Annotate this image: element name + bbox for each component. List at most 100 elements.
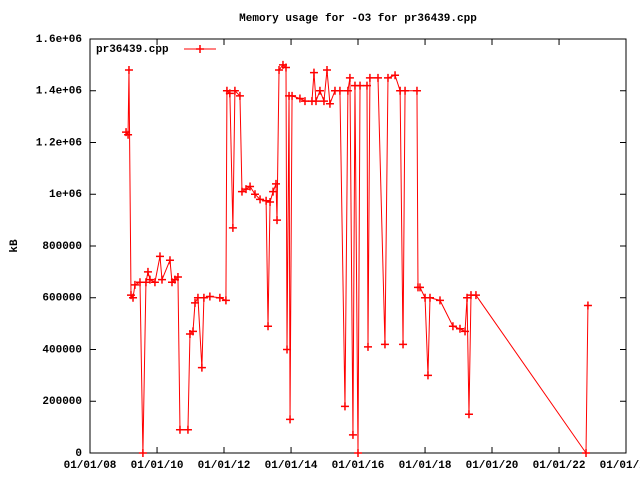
point-marker	[155, 252, 164, 261]
point-marker	[283, 345, 292, 354]
point-marker	[262, 196, 271, 205]
point-marker	[362, 81, 371, 90]
legend-marker	[196, 45, 204, 53]
point-marker	[282, 63, 291, 72]
point-marker	[230, 86, 239, 95]
point-marker	[143, 267, 152, 276]
point-marker	[340, 402, 349, 411]
point-marker	[157, 275, 166, 284]
point-marker	[363, 342, 372, 351]
y-tick-label: 1.2e+06	[36, 137, 82, 149]
point-marker	[399, 340, 408, 349]
point-marker	[325, 99, 334, 108]
point-marker	[365, 73, 374, 82]
point-marker	[275, 66, 284, 75]
point-marker	[273, 216, 282, 225]
point-marker	[295, 94, 304, 103]
y-tick-label: 1e+06	[49, 189, 82, 201]
x-tick-label: 01/01/10	[131, 460, 184, 472]
point-marker	[425, 293, 434, 302]
point-marker	[256, 195, 265, 204]
point-marker	[286, 415, 295, 424]
y-tick-label: 600000	[42, 293, 82, 305]
point-marker	[173, 273, 182, 282]
point-marker	[391, 71, 400, 80]
point-marker	[380, 340, 389, 349]
point-marker	[150, 278, 159, 287]
point-marker	[423, 371, 432, 380]
point-marker	[335, 86, 344, 95]
point-marker	[215, 293, 224, 302]
point-marker	[130, 280, 139, 289]
point-marker	[315, 86, 324, 95]
y-tick-label: 400000	[42, 344, 82, 356]
x-tick-label: 01/01/22	[533, 460, 586, 472]
point-marker	[322, 66, 331, 75]
point-marker	[311, 97, 320, 106]
point-marker	[461, 327, 470, 336]
y-tick-label: 1.6e+06	[36, 34, 82, 46]
point-marker	[175, 425, 184, 434]
point-marker	[138, 449, 147, 457]
point-marker	[309, 68, 318, 77]
point-marker	[266, 198, 275, 207]
x-tick-label: 01/01/12	[198, 460, 251, 472]
point-marker	[141, 278, 150, 287]
point-marker	[264, 322, 273, 331]
x-tick-label: 01/01/24	[600, 460, 640, 472]
y-tick-label: 200000	[42, 396, 82, 408]
point-marker	[124, 130, 133, 139]
point-marker	[221, 296, 230, 305]
point-marker	[205, 292, 214, 301]
point-marker	[373, 73, 382, 82]
point-marker	[251, 190, 260, 199]
point-marker	[235, 91, 244, 100]
point-marker	[356, 81, 365, 90]
x-tick-label: 01/01/08	[64, 460, 117, 472]
point-marker	[188, 327, 197, 336]
point-marker	[237, 187, 246, 196]
point-marker	[129, 293, 138, 302]
point-marker	[401, 86, 410, 95]
point-marker	[225, 89, 234, 98]
point-marker	[228, 223, 237, 232]
point-marker	[197, 363, 206, 372]
point-marker	[269, 187, 278, 196]
point-marker	[343, 86, 352, 95]
y-axis-label: kB	[9, 239, 21, 253]
legend-label: pr36439.cpp	[96, 44, 169, 56]
point-marker	[272, 179, 281, 188]
point-marker	[412, 86, 421, 95]
point-marker	[582, 449, 591, 457]
point-marker	[348, 430, 357, 439]
point-marker	[145, 275, 154, 284]
point-marker	[165, 256, 174, 265]
point-marker	[354, 449, 362, 457]
point-marker	[319, 97, 328, 106]
point-marker	[288, 91, 297, 100]
point-marker	[455, 324, 464, 333]
point-marker	[246, 182, 255, 191]
point-marker	[242, 185, 251, 194]
x-tick-label: 01/01/18	[399, 460, 452, 472]
point-marker	[124, 66, 133, 75]
y-tick-label: 800000	[42, 241, 82, 253]
point-marker	[183, 425, 192, 434]
chart-title: Memory usage for -O3 for pr36439.cpp	[239, 13, 477, 25]
x-tick-label: 01/01/20	[466, 460, 519, 472]
point-marker	[583, 301, 592, 310]
point-marker	[345, 73, 354, 82]
point-marker	[191, 298, 200, 307]
point-marker	[300, 97, 309, 106]
point-marker	[416, 283, 425, 292]
y-tick-label: 0	[75, 448, 82, 460]
x-tick-label: 01/01/14	[265, 460, 318, 472]
point-marker	[471, 291, 480, 300]
x-tick-label: 01/01/16	[332, 460, 385, 472]
point-marker	[435, 296, 444, 305]
point-marker	[464, 410, 473, 419]
point-marker	[383, 73, 392, 82]
